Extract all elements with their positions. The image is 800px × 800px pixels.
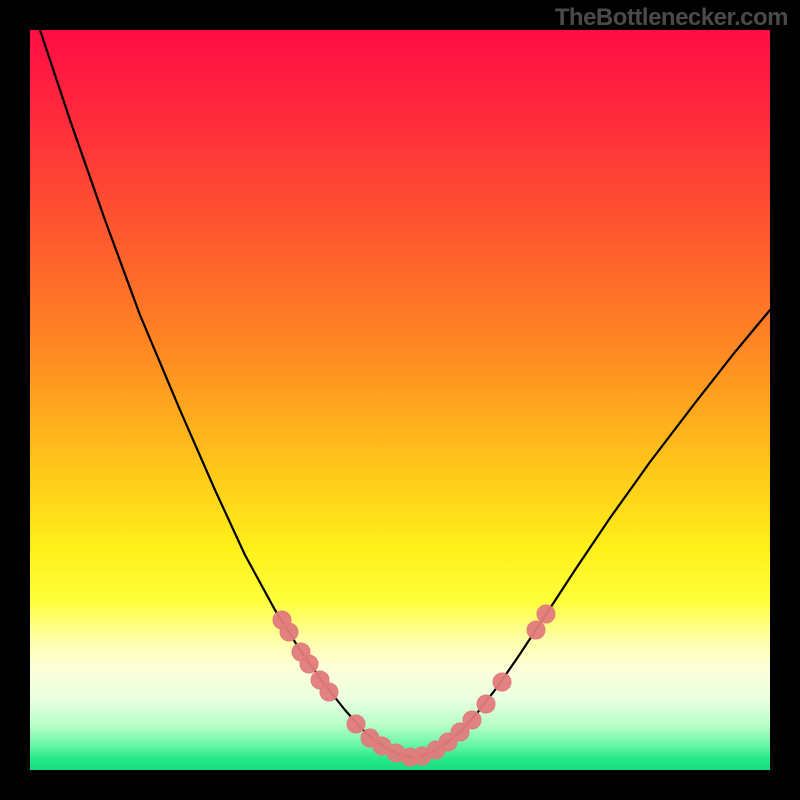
curve-marker (300, 655, 318, 673)
curve-marker (463, 711, 481, 729)
curve-marker (280, 623, 298, 641)
curve-marker (537, 605, 555, 623)
chart-container: TheBottlenecker.com (0, 0, 800, 800)
bottleneck-chart-svg (0, 0, 800, 800)
curve-marker (527, 621, 545, 639)
curve-marker (493, 673, 511, 691)
watermark-text: TheBottlenecker.com (555, 4, 788, 32)
curve-marker (320, 683, 338, 701)
curve-marker (347, 715, 365, 733)
plot-background (30, 30, 770, 770)
curve-marker (477, 695, 495, 713)
